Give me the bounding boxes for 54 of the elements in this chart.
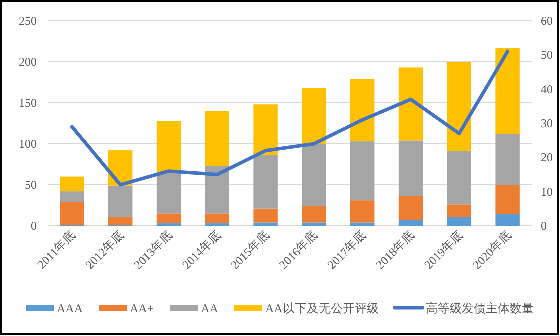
bar	[254, 155, 278, 209]
bar	[398, 140, 424, 196]
bar	[447, 151, 472, 205]
legend-label: AA	[201, 302, 219, 316]
bar	[156, 214, 182, 224]
bar	[205, 166, 230, 214]
bar	[496, 48, 520, 134]
bar	[205, 214, 230, 224]
y-tick-label: 150	[19, 96, 37, 110]
y2-tick-label: 40	[541, 82, 553, 96]
legend-label: AA+	[130, 302, 154, 316]
bar	[254, 208, 278, 223]
bar	[108, 186, 133, 217]
bar	[496, 214, 520, 226]
legend-label: 高等级发债主体数量	[426, 302, 534, 316]
bar	[447, 216, 472, 226]
bar	[254, 104, 278, 156]
bar	[350, 142, 375, 201]
bar	[447, 204, 472, 217]
bar	[398, 68, 424, 141]
bar	[302, 144, 326, 206]
bar	[398, 220, 424, 226]
y2-tick-label: 30	[541, 116, 553, 130]
y2-tick-label: 50	[541, 48, 553, 62]
y-tick-label: 50	[25, 178, 37, 192]
y2-tick-label: 60	[541, 14, 553, 28]
bar	[350, 79, 375, 142]
bar	[350, 200, 375, 223]
y2-tick-label: 20	[541, 150, 553, 165]
y2-tick-label: 10	[541, 184, 553, 199]
bar	[350, 222, 375, 226]
y-tick-label: 100	[19, 137, 37, 151]
bar	[398, 196, 424, 220]
bar	[447, 62, 472, 152]
bar	[108, 216, 133, 226]
bar	[254, 222, 278, 226]
bar	[156, 174, 182, 214]
bar	[496, 185, 520, 215]
y-tick-label: 250	[19, 14, 37, 28]
bar	[302, 88, 326, 144]
bar	[496, 134, 520, 185]
y-tick-label: 0	[31, 219, 37, 233]
legend-label: AAA	[57, 302, 84, 316]
y2-tick-label: 0	[541, 219, 547, 233]
bar	[156, 121, 182, 174]
bar	[302, 222, 326, 226]
y-tick-label: 200	[19, 55, 37, 69]
bar	[60, 176, 84, 192]
bar	[205, 111, 230, 166]
bar	[60, 202, 84, 226]
legend-label: AA以下及无公开评级	[265, 302, 379, 316]
bar	[302, 206, 326, 223]
line-series	[70, 50, 510, 187]
bar	[60, 192, 84, 202]
